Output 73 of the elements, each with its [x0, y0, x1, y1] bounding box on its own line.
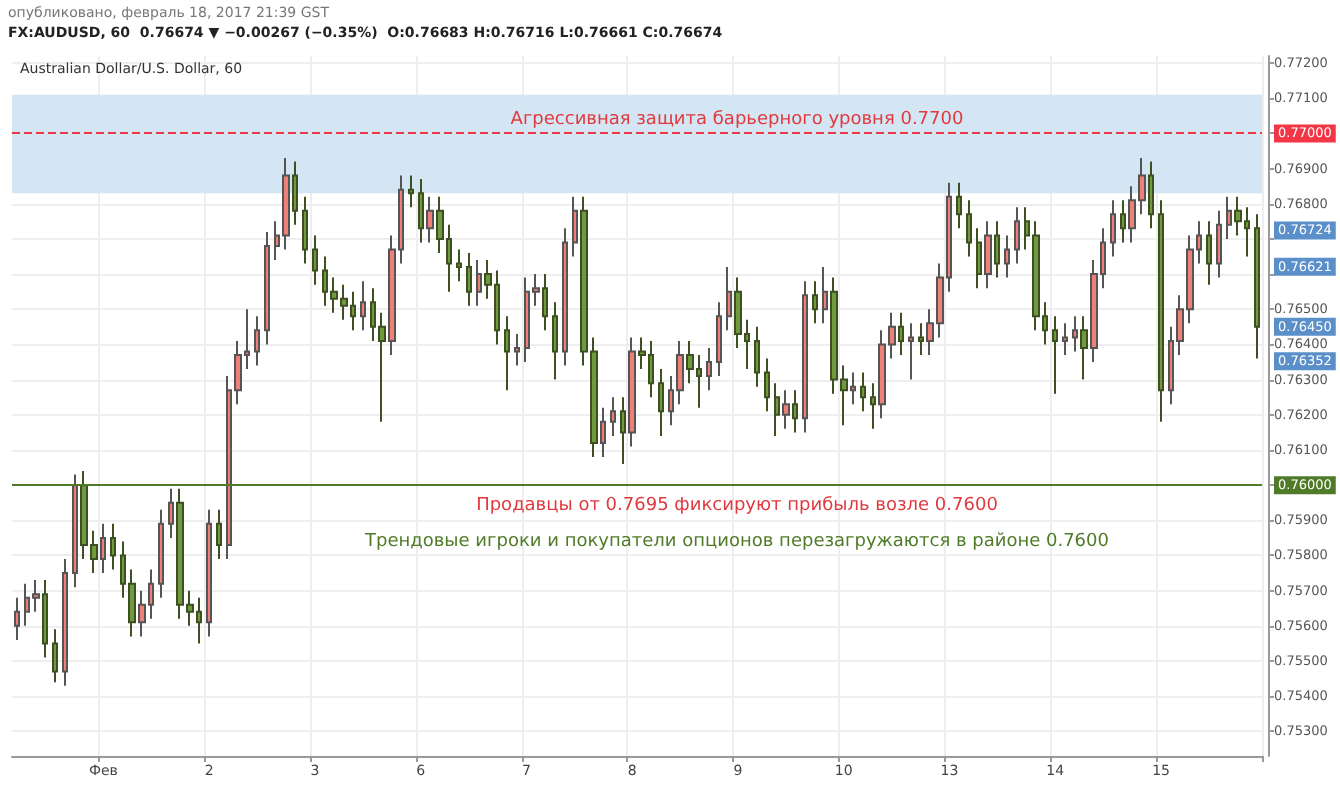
annotation: Трендовые игроки и покупатели опционов перезагружаются в районе 0.7600 [363, 532, 1110, 552]
candlestick [292, 160, 298, 226]
candlestick [1072, 315, 1078, 353]
candlestick [418, 178, 424, 244]
candlestick [956, 181, 962, 230]
candlestick [774, 382, 780, 437]
candlestick [600, 406, 606, 459]
candlestick [456, 248, 462, 283]
annotation: Агрессивная защита барьерного уровня 0.7700 [510, 110, 964, 130]
candlestick [1226, 195, 1232, 240]
candlestick [360, 280, 366, 332]
candlestick [1120, 199, 1126, 244]
candlestick [302, 195, 308, 265]
candlestick [1254, 213, 1260, 360]
candlestick [216, 508, 222, 561]
candlestick [764, 357, 770, 413]
candlestick [870, 382, 876, 430]
candlestick [792, 389, 798, 434]
candlestick [716, 301, 722, 378]
candlestick [860, 371, 866, 413]
candlestick [254, 315, 260, 367]
candlestick [658, 368, 664, 437]
candlestick [1062, 322, 1068, 356]
candlestick [1148, 160, 1154, 230]
candlestick [726, 266, 732, 332]
candlestick [1158, 199, 1164, 423]
candlestick [918, 322, 924, 356]
candlestick [1014, 206, 1020, 265]
candlestick [100, 522, 106, 575]
candlestick [628, 336, 636, 448]
candlestick [976, 227, 982, 290]
candlestick [504, 315, 510, 392]
candlestick [562, 227, 568, 367]
candlestick [822, 266, 828, 325]
candlestick [62, 558, 68, 687]
candlestick [264, 230, 270, 346]
candlestick [476, 259, 482, 307]
candlestick [984, 220, 992, 290]
candlestick [1004, 234, 1010, 279]
candlestick [754, 325, 760, 388]
candlestick [312, 234, 318, 286]
candlestick [466, 251, 472, 307]
candlestick [994, 220, 1000, 279]
candlestick [542, 273, 548, 332]
candlestick [706, 346, 712, 392]
candlestick [850, 371, 856, 406]
candlestick [966, 199, 972, 258]
candlestick [898, 311, 904, 356]
candlestick [1206, 220, 1212, 286]
candlestick [206, 508, 212, 638]
candlestick [514, 332, 520, 367]
candlestick [408, 174, 414, 209]
candlestick [1216, 209, 1222, 279]
candlestick [908, 322, 914, 381]
candlestick [1080, 315, 1088, 381]
candlestick [52, 628, 58, 684]
candlestick [572, 195, 578, 258]
candlestick [782, 389, 790, 430]
candlestick [552, 301, 558, 381]
candlestick [168, 487, 174, 539]
candlestick [72, 473, 78, 589]
candlestick [426, 195, 434, 244]
candlestick [812, 280, 818, 325]
annotation: Продавцы от 0.7695 фиксируют прибыль возле 0.7600 [476, 496, 999, 516]
candlestick [14, 596, 20, 641]
candlestick [42, 579, 48, 659]
candlestick [802, 280, 808, 434]
candlestick [1052, 315, 1058, 395]
candlestick [610, 396, 616, 437]
candlestick [110, 522, 116, 571]
candlestick [620, 396, 626, 466]
candlestick [158, 508, 164, 599]
candlestick [1110, 199, 1116, 258]
